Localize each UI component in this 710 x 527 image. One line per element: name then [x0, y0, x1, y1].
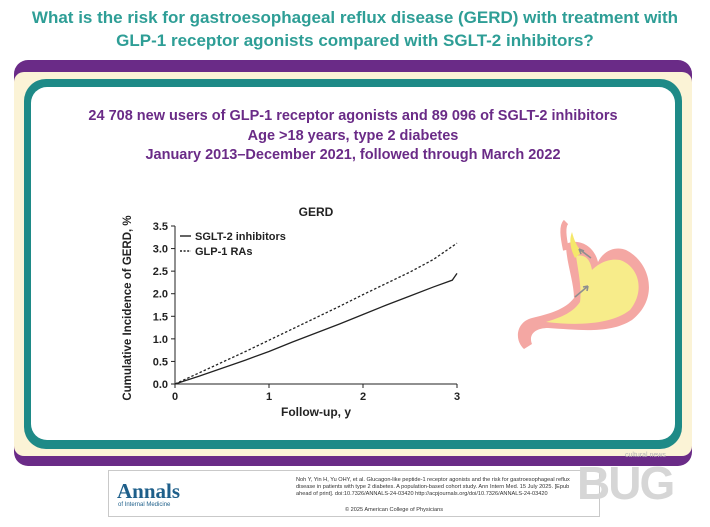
y-tick-label: 3.5 — [153, 221, 168, 233]
x-tick-label: 2 — [360, 391, 366, 403]
watermark-logo: cultural news BUG — [575, 452, 695, 514]
watermark-text: BUG — [577, 457, 675, 509]
y-tick-label: 0.5 — [153, 356, 168, 368]
journal-subtitle: of Internal Medicine — [118, 502, 171, 508]
y-tick-label: 0.0 — [153, 379, 168, 391]
stomach-reflux-illustration — [517, 219, 649, 349]
page-title-line-2: GLP-1 receptor agonists compared with SG… — [116, 31, 594, 50]
x-axis-label: Follow-up, y — [281, 405, 351, 419]
y-tick-label: 3.0 — [153, 244, 168, 256]
watermark-subtext: cultural news — [625, 452, 666, 459]
chart-title: GERD — [299, 205, 334, 219]
y-tick-label: 2.0 — [153, 289, 168, 301]
journal-logo: Annals — [117, 479, 181, 503]
study-info: 24 708 new users of GLP-1 receptor agoni… — [31, 107, 675, 166]
series-line-glp-1-ras — [174, 242, 458, 385]
chart-legend: SGLT-2 inhibitors GLP-1 RAs — [180, 231, 286, 258]
citation-footer: Annals of Internal Medicine Noh Y, Yin H… — [108, 470, 600, 517]
chart-axes — [174, 226, 457, 385]
chart-lines — [174, 242, 458, 385]
study-period: January 2013–December 2021, followed thr… — [145, 147, 561, 163]
x-tick-label: 1 — [266, 391, 272, 403]
y-tick-label: 1.0 — [153, 334, 168, 346]
chart-ticks: 0.0 0.5 1.0 1.5 2.0 2.5 3.0 3.5 0 1 2 3 — [153, 221, 460, 403]
page-title-line-1: What is the risk for gastroesophageal re… — [31, 8, 679, 27]
series-line-sglt-2-inhibitors — [174, 273, 458, 385]
copyright-text: © 2025 American College of Physicians — [344, 507, 444, 513]
study-criteria: Age >18 years, type 2 diabetes — [247, 127, 459, 144]
y-axis-label: Cumulative Incidence of GERD, % — [122, 215, 134, 400]
y-tick-label: 2.5 — [153, 266, 168, 278]
x-tick-label: 3 — [454, 391, 460, 403]
citation-text: Noh Y, Yin H, Yu OHY, et al. Glucagon-li… — [296, 477, 570, 497]
content-panel — [31, 87, 675, 440]
legend-label: GLP-1 RAs — [195, 246, 252, 258]
y-tick-label: 1.5 — [153, 311, 168, 323]
x-tick-label: 0 — [172, 391, 178, 403]
page-title: What is the risk for gastroesophageal re… — [0, 6, 710, 52]
study-population: 24 708 new users of GLP-1 receptor agoni… — [88, 108, 618, 124]
legend-label: SGLT-2 inhibitors — [195, 231, 286, 243]
